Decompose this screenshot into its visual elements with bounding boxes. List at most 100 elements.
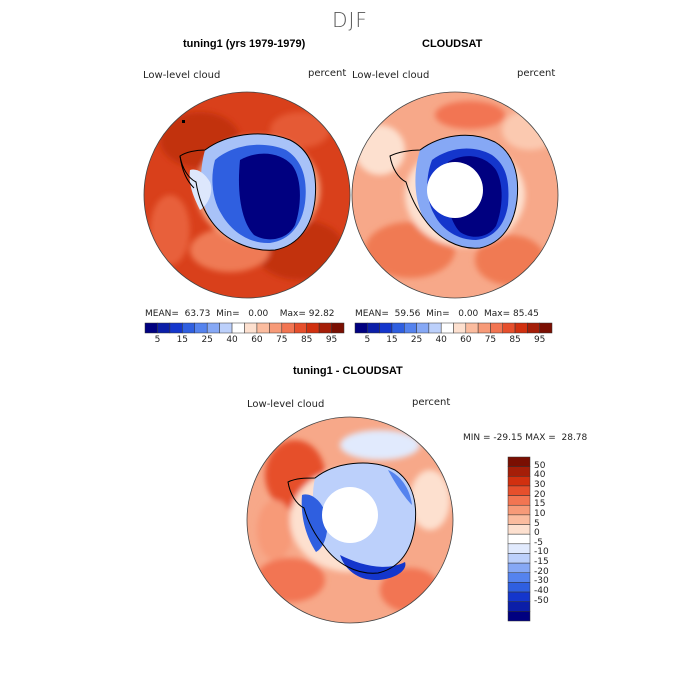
diff-colorbar-swatch	[507, 572, 531, 583]
diff-colorbar-tick-label: -40	[534, 586, 549, 597]
model-max-label: Max=	[279, 309, 306, 319]
obs-colorbar-swatch	[391, 322, 405, 334]
obs-colorbar-tick-label: 40	[435, 335, 447, 345]
obs-colorbar-swatch	[514, 322, 528, 334]
obs-polar-map	[352, 92, 558, 298]
obs-colorbar	[354, 322, 553, 334]
model-colorbar-swatch	[331, 322, 345, 334]
obs-mean-label: MEAN=	[355, 309, 389, 319]
model-colorbar-swatch	[281, 322, 295, 334]
obs-colorbar-tick-label: 95	[533, 335, 546, 345]
obs-colorbar-swatch	[527, 322, 540, 334]
model-colorbar-swatch	[169, 322, 183, 334]
diff-colorbar-tick-label: -5	[534, 537, 543, 548]
obs-colorbar-swatch	[367, 322, 380, 334]
obs-units-label: percent	[517, 68, 556, 79]
obs-colorbar-tick-label: 60	[460, 335, 472, 345]
model-colorbar-tick-label: 75	[276, 335, 288, 345]
model-max-value: 92.82	[308, 309, 335, 319]
model-colorbar-tick-label: 95	[325, 335, 338, 345]
obs-colorbar-swatch	[539, 322, 553, 334]
model-stats: MEAN= 63.73 Min= 0.00 Max= 92.82	[145, 309, 335, 319]
model-colorbar-swatch	[219, 322, 233, 334]
obs-stats: MEAN= 59.56 Min= 0.00 Max= 85.45	[355, 309, 539, 319]
obs-colorbar-swatch	[490, 322, 503, 334]
model-colorbar-swatch	[294, 322, 307, 334]
diff-colorbar-swatch	[507, 601, 531, 612]
obs-colorbar-swatch	[477, 322, 491, 334]
diff-colorbar-swatch	[507, 476, 531, 487]
diff-colorbar-swatch	[507, 562, 531, 574]
diff-minmax: MIN = -29.15 MAX = 28.78	[463, 433, 588, 443]
diff-colorbar-tick-label: 15	[534, 499, 546, 510]
model-colorbar-swatch	[306, 322, 320, 334]
model-colorbar-swatch	[244, 322, 258, 334]
model-colorbar-tick-label: 85	[300, 335, 313, 345]
diff-colorbar-tick-label: -30	[534, 576, 549, 587]
model-colorbar-tick-label: 15	[176, 335, 189, 345]
model-colorbar-swatch	[182, 322, 195, 334]
diff-colorbar-swatch	[507, 533, 531, 545]
diff-colorbar-swatch	[507, 591, 531, 602]
obs-colorbar-swatch	[379, 322, 393, 334]
obs-colorbar-tick-label: 15	[386, 335, 398, 345]
diff-colorbar-tick-label: 20	[534, 489, 546, 500]
obs-colorbar-tick-label: 85	[509, 335, 521, 345]
diff-colorbar-swatch	[507, 553, 531, 564]
model-colorbar-swatch	[144, 322, 158, 334]
diff-units-label: percent	[412, 397, 451, 408]
obs-colorbar-tick-label: 75	[484, 335, 497, 345]
diff-colorbar-tick-label: 40	[534, 470, 546, 481]
model-colorbar-swatch	[231, 322, 245, 334]
obs-variable-label: Low-level cloud	[352, 70, 430, 81]
model-mean-value: 63.73	[184, 309, 211, 319]
diff-colorbar-tick-label: 5	[534, 518, 540, 529]
model-colorbar-swatch	[269, 322, 283, 334]
model-polar-map	[144, 92, 350, 298]
diff-polar-map	[247, 417, 453, 623]
diff-colorbar-tick-label: 30	[534, 479, 546, 490]
model-colorbar-swatch	[256, 322, 270, 334]
obs-colorbar-swatch	[428, 322, 442, 334]
model-units-label: percent	[308, 68, 347, 79]
diff-colorbar-tick-label: -50	[534, 595, 549, 606]
obs-colorbar-swatch	[440, 322, 454, 334]
obs-max-label: Max=	[484, 309, 511, 319]
diff-colorbar-swatch	[507, 485, 531, 496]
obs-colorbar-swatch	[404, 322, 417, 334]
obs-colorbar-tick-label: 5	[364, 335, 371, 345]
obs-min-label: Min=	[426, 309, 450, 319]
diff-colorbar-swatch	[507, 543, 531, 554]
model-colorbar-swatch	[206, 322, 220, 334]
model-panel-title: tuning1 (yrs 1979-1979)	[183, 38, 306, 50]
model-min-value: 0.00	[248, 309, 269, 319]
model-mean-label: MEAN=	[145, 309, 179, 319]
model-variable-label: Low-level cloud	[143, 70, 221, 81]
model-min-label: Min=	[216, 309, 240, 319]
diff-colorbar-swatch	[507, 514, 531, 525]
model-colorbar-tick-label: 25	[201, 335, 213, 345]
model-colorbar-tick-label: 60	[251, 335, 263, 345]
diff-colorbar-tick-label: 50	[534, 460, 546, 471]
diff-colorbar-tick-label: -20	[534, 566, 549, 577]
diff-colorbar-swatch	[507, 611, 531, 622]
obs-colorbar-swatch	[453, 322, 467, 334]
diff-colorbar-swatch	[507, 524, 531, 535]
obs-panel-title: CLOUDSAT	[422, 38, 483, 50]
diff-colorbar-swatch	[507, 456, 531, 467]
model-colorbar-swatch	[157, 322, 171, 334]
obs-colorbar-swatch	[416, 322, 430, 334]
obs-min-value: 0.00	[458, 309, 479, 319]
diff-panel-title: tuning1 - CLOUDSAT	[293, 365, 403, 377]
obs-colorbar-swatch	[354, 322, 368, 334]
obs-colorbar-swatch	[502, 322, 516, 334]
diff-colorbar-tick-label: 10	[534, 508, 546, 519]
obs-max-value: 85.45	[513, 309, 539, 319]
obs-colorbar-swatch	[465, 322, 479, 334]
obs-mean-value: 59.56	[394, 309, 421, 319]
diff-variable-label: Low-level cloud	[247, 399, 325, 410]
season-title: DJF	[332, 8, 368, 32]
model-colorbar-tick-label: 40	[226, 335, 238, 345]
diff-colorbar-swatch	[507, 495, 531, 506]
